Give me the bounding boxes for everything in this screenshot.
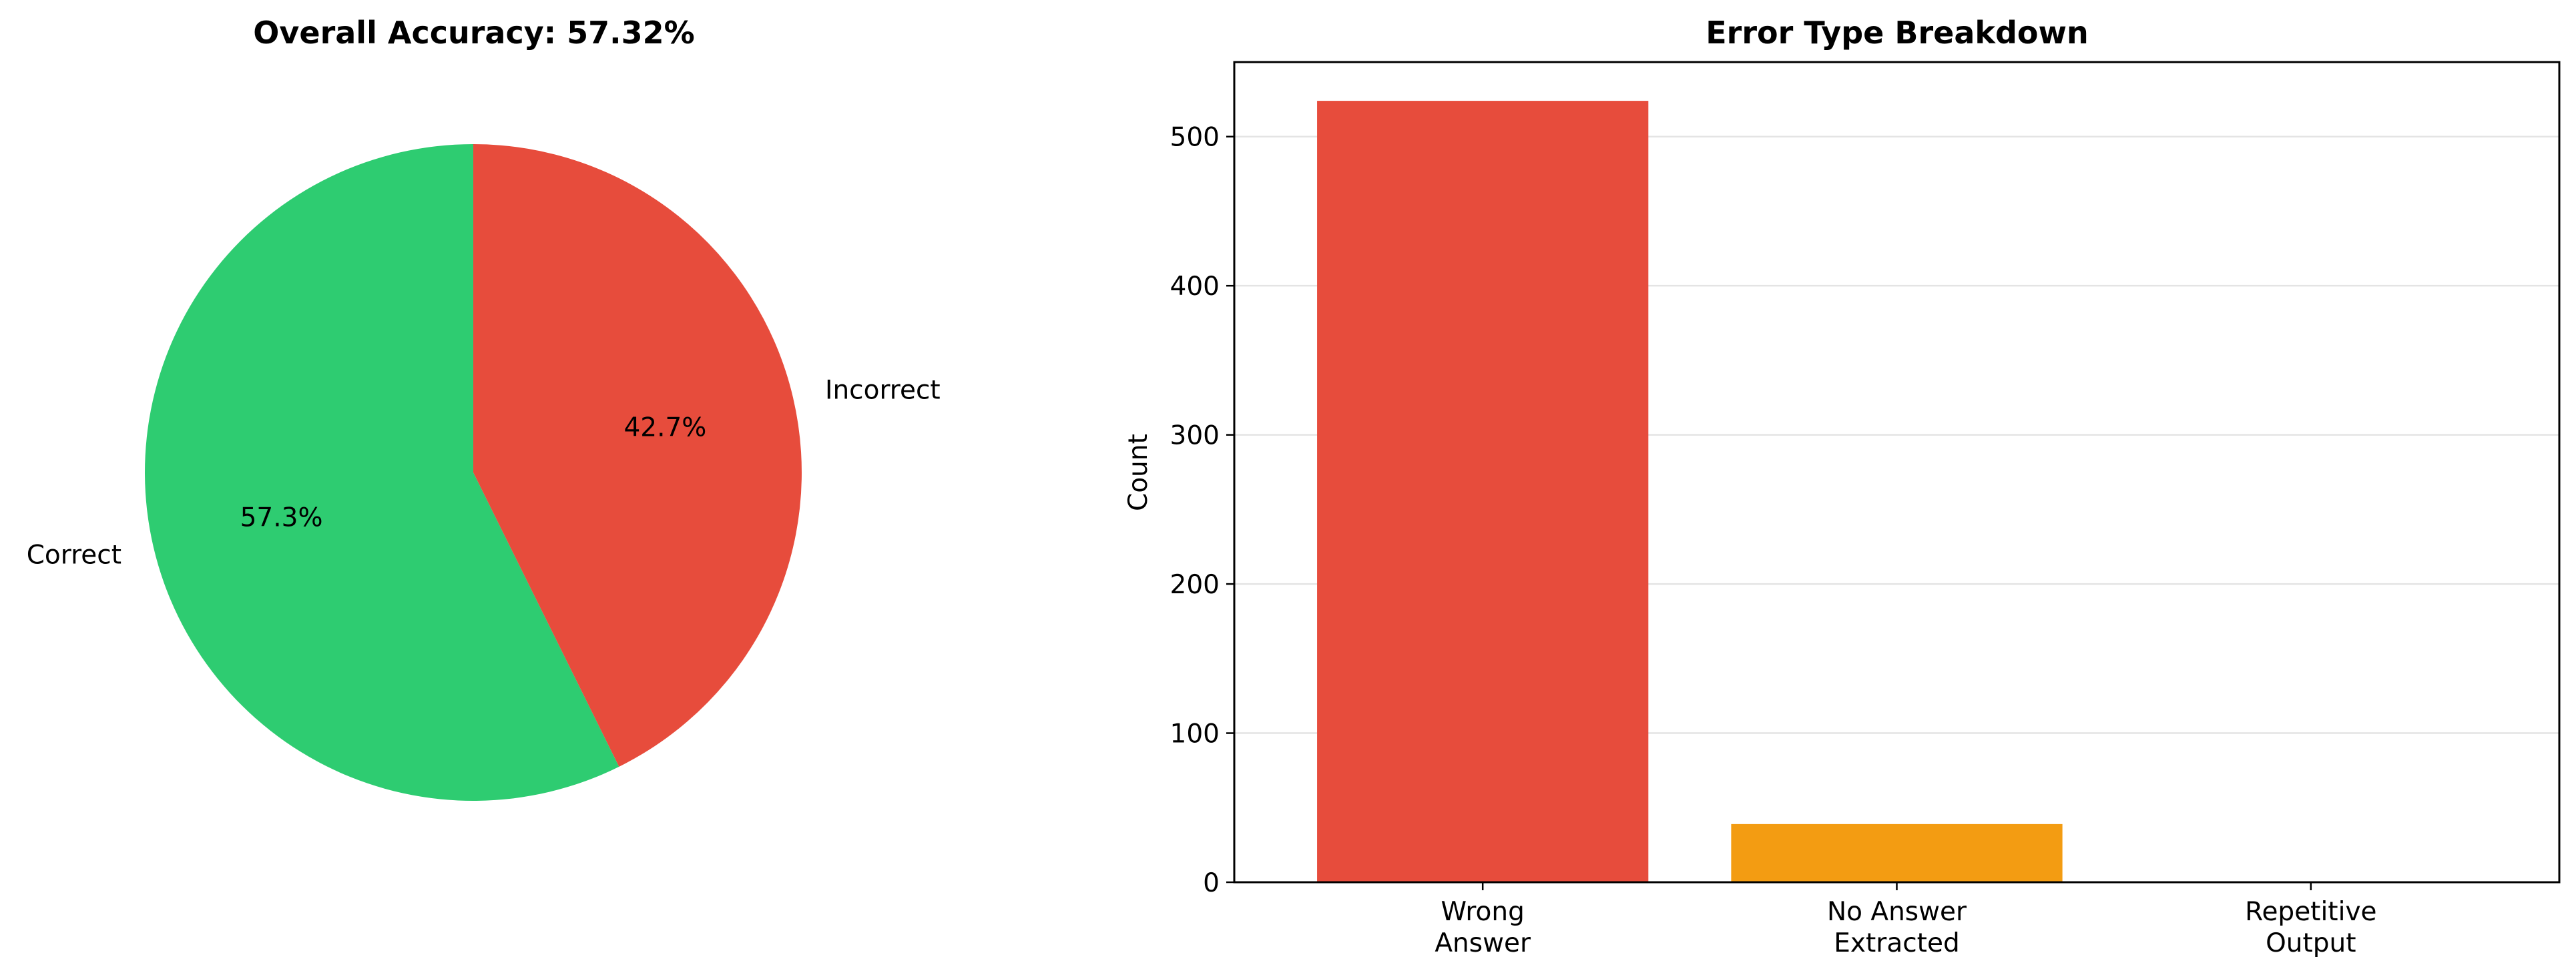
- x-tick-label-wrong-answer-1: Wrong: [1441, 897, 1525, 927]
- y-tick-label-500: 500: [1170, 123, 1220, 153]
- pie-chart: Overall Accuracy: 57.32% Correct 57.3% Inc…: [27, 15, 941, 801]
- pie-pct-correct: 57.3%: [240, 503, 323, 533]
- pie-slice-incorrect: [473, 144, 802, 767]
- y-tick-label-200: 200: [1170, 570, 1220, 600]
- bar-wrong-answer: [1317, 101, 1649, 883]
- x-tick-label-repetitive-output-2: Output: [2266, 928, 2356, 958]
- y-tick-label-400: 400: [1170, 272, 1220, 302]
- pie-pct-incorrect: 42.7%: [623, 413, 706, 443]
- y-axis-label: Count: [1123, 434, 1153, 511]
- pie-slices: [144, 144, 802, 801]
- y-tick-label-300: 300: [1170, 421, 1220, 451]
- bar-title: Error Type Breakdown: [1706, 15, 2089, 51]
- pie-label-incorrect: Incorrect: [825, 376, 941, 406]
- pie-label-correct: Correct: [27, 540, 121, 570]
- bar-no-answer-extracted: [1731, 824, 2063, 882]
- bar-bars: [1317, 101, 2063, 883]
- y-tick-label-0: 0: [1203, 868, 1220, 898]
- pie-labels: Correct 57.3% Incorrect 42.7%: [27, 376, 941, 571]
- y-tick-label-100: 100: [1170, 719, 1220, 749]
- pie-title: Overall Accuracy: 57.32%: [253, 15, 694, 51]
- x-tick-label-wrong-answer-2: Answer: [1435, 928, 1531, 958]
- pie-slice-correct: [144, 144, 619, 801]
- bar-chart: Error Type Breakdown 0 100 200 300 400 500 Wr…: [1123, 15, 2561, 958]
- y-axis-ticks: 0 100 200 300 400 500: [1170, 123, 1234, 898]
- x-tick-label-repetitive-output-1: Repetitive: [2245, 897, 2376, 927]
- x-tick-label-no-answer-extracted-1: No Answer: [1827, 897, 1967, 927]
- x-tick-label-no-answer-extracted-2: Extracted: [1834, 928, 1959, 958]
